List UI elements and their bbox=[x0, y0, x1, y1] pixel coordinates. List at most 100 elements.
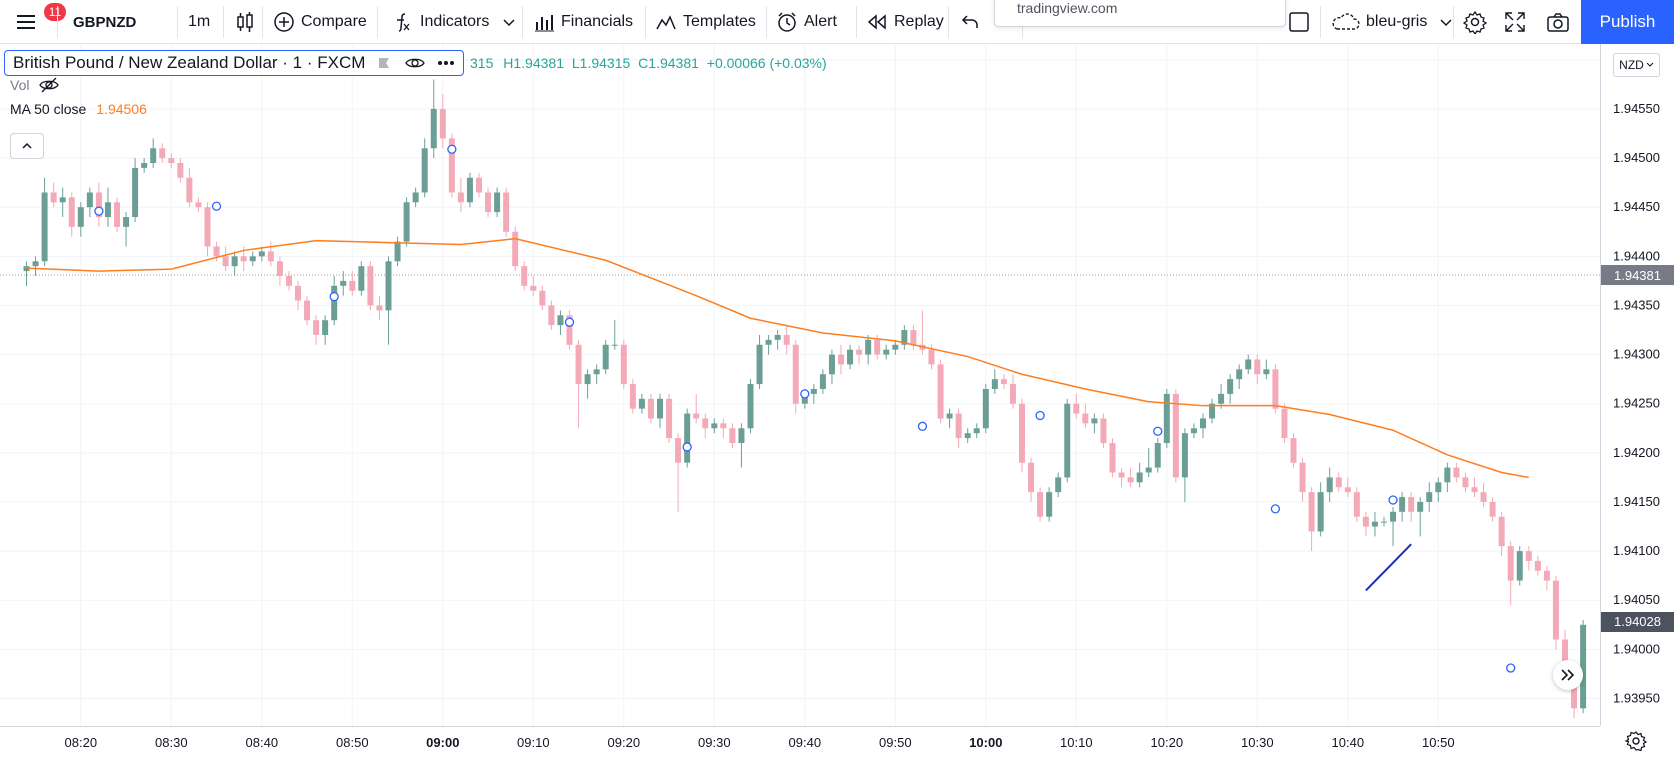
candle bbox=[222, 246, 229, 272]
scroll-to-latest-button[interactable] bbox=[1553, 660, 1583, 690]
candle bbox=[1200, 413, 1206, 439]
settings-button[interactable] bbox=[1463, 0, 1487, 44]
volume-legend[interactable]: Vol bbox=[10, 77, 60, 93]
undo-button[interactable] bbox=[960, 0, 980, 44]
menu-button[interactable]: 11 bbox=[14, 0, 66, 44]
candle-body bbox=[629, 384, 636, 409]
divider bbox=[645, 6, 646, 38]
candle bbox=[132, 158, 139, 222]
fullscreen-box-button[interactable] bbox=[1288, 0, 1310, 44]
square-icon bbox=[1288, 11, 1310, 33]
candle bbox=[466, 172, 473, 208]
candle bbox=[548, 300, 555, 331]
candle bbox=[955, 408, 962, 448]
alert-button[interactable]: Alert bbox=[776, 0, 837, 44]
eye-icon[interactable] bbox=[405, 56, 426, 70]
ma-label: MA 50 close bbox=[10, 101, 87, 117]
candle bbox=[295, 280, 301, 311]
candle bbox=[1299, 457, 1306, 502]
chart-type-button[interactable] bbox=[234, 0, 256, 44]
layout-button[interactable]: bleu-gris bbox=[1330, 0, 1453, 44]
axis-settings-button[interactable] bbox=[1625, 730, 1647, 757]
candle-body bbox=[304, 300, 311, 321]
candle-body bbox=[1308, 492, 1315, 532]
time-axis[interactable]: 08:20 08:30 08:40 08:50 09:00 09:10 09:20 09:30… bbox=[0, 726, 1600, 758]
expand-icon bbox=[1504, 11, 1526, 33]
candle-body bbox=[1299, 462, 1306, 493]
financials-button[interactable]: Financials bbox=[533, 0, 633, 44]
compare-label: Compare bbox=[301, 13, 367, 30]
candle bbox=[195, 197, 202, 213]
replay-button[interactable]: Replay bbox=[866, 0, 944, 44]
candle bbox=[620, 339, 627, 389]
candle bbox=[847, 344, 854, 370]
candle-body bbox=[819, 374, 826, 389]
price-axis-ticks: 1.946001.945501.945001.944501.944001.943… bbox=[1613, 52, 1660, 706]
interval-button[interactable]: 1m bbox=[188, 13, 211, 30]
price-tick-label: 1.94250 bbox=[1613, 396, 1660, 411]
eye-hidden-icon[interactable] bbox=[39, 77, 60, 93]
symbol-legend[interactable]: British Pound / New Zealand Dollar · 1 ·… bbox=[4, 50, 465, 76]
candle-body bbox=[213, 246, 220, 257]
candle-body bbox=[1507, 546, 1514, 581]
candle bbox=[430, 79, 437, 159]
candle bbox=[512, 226, 519, 272]
candle-body bbox=[466, 177, 473, 203]
compare-button[interactable]: Compare bbox=[273, 0, 367, 44]
candle-body bbox=[1100, 418, 1107, 444]
candle bbox=[177, 158, 184, 183]
candle-body bbox=[856, 349, 863, 355]
ma-legend[interactable]: MA 50 close 1.94506 bbox=[10, 101, 147, 117]
candle-body bbox=[322, 320, 329, 335]
candle bbox=[1055, 472, 1062, 498]
collapse-legend-button[interactable] bbox=[10, 133, 44, 159]
symbol-title: British Pound / New Zealand Dollar · 1 ·… bbox=[13, 53, 366, 72]
change-value: +0.00066 (+0.03%) bbox=[706, 55, 827, 71]
indicators-button[interactable]: Indicators bbox=[390, 0, 489, 44]
candle bbox=[340, 271, 347, 296]
candle bbox=[765, 334, 772, 355]
candle-body bbox=[512, 231, 519, 267]
candle bbox=[1417, 497, 1424, 537]
fullscreen-button[interactable] bbox=[1504, 0, 1526, 44]
candle bbox=[77, 202, 84, 237]
snapshot-button[interactable] bbox=[1546, 0, 1570, 44]
time-tick-label: 08:40 bbox=[246, 735, 279, 750]
candle-body bbox=[123, 217, 130, 227]
close-label: C bbox=[638, 55, 649, 71]
event-marker bbox=[800, 389, 810, 399]
candle-body bbox=[1073, 403, 1080, 414]
publish-button[interactable]: Publish bbox=[1581, 0, 1674, 44]
candle bbox=[1371, 511, 1378, 537]
candle-body bbox=[865, 339, 872, 355]
popup-url: tradingview.com bbox=[1017, 0, 1118, 16]
price-chart[interactable] bbox=[0, 44, 1600, 726]
candle bbox=[883, 344, 890, 360]
candle bbox=[901, 325, 908, 350]
candle-body bbox=[376, 305, 383, 311]
candle bbox=[95, 182, 102, 227]
candle-body bbox=[774, 334, 781, 340]
gear-icon bbox=[1625, 730, 1647, 752]
more-icon[interactable] bbox=[437, 60, 455, 66]
candle-body bbox=[77, 207, 84, 227]
ohlc-values: 315 H1.94381 L1.94315 C1.94381 +0.00066 … bbox=[470, 55, 827, 71]
candle bbox=[114, 197, 120, 232]
event-marker bbox=[211, 201, 222, 211]
candle-body bbox=[982, 388, 989, 429]
candle-body bbox=[521, 266, 528, 286]
currency-selector[interactable]: NZD bbox=[1613, 53, 1660, 77]
candle bbox=[421, 138, 428, 198]
candle-body bbox=[801, 393, 808, 404]
indicators-dropdown[interactable] bbox=[502, 0, 516, 44]
event-marker bbox=[1388, 495, 1398, 505]
symbol-search-button[interactable]: GBPNZD bbox=[73, 13, 137, 31]
flag-icon[interactable] bbox=[377, 56, 391, 70]
chevron-down-icon bbox=[1439, 15, 1453, 29]
candle bbox=[1552, 575, 1559, 650]
templates-button[interactable]: Templates bbox=[655, 0, 756, 44]
candle bbox=[1000, 374, 1007, 389]
candle bbox=[1154, 438, 1161, 473]
candle bbox=[1471, 477, 1478, 498]
candle bbox=[982, 384, 989, 434]
